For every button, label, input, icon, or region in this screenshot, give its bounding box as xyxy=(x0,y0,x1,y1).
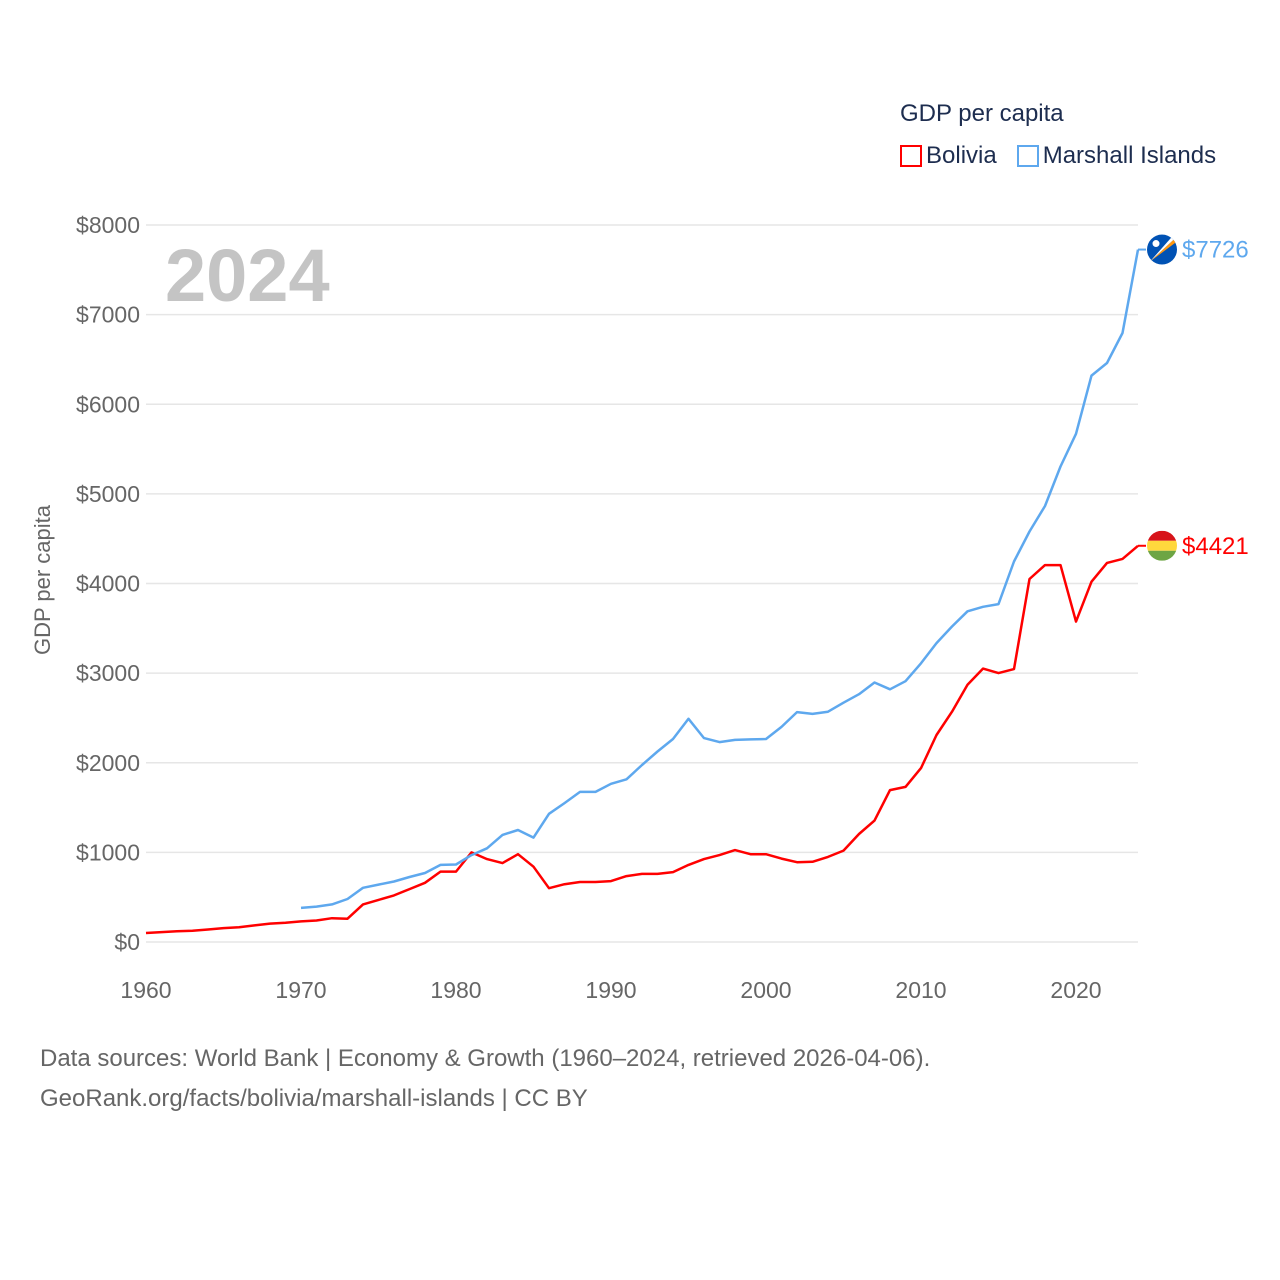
y-tick-label: $0 xyxy=(114,929,140,955)
y-tick-label: $1000 xyxy=(76,839,140,865)
y-tick-label: $2000 xyxy=(76,750,140,776)
legend-label: Marshall Islands xyxy=(1042,142,1217,169)
footer-sources: Data sources: World Bank | Economy & Gro… xyxy=(40,1045,931,1072)
y-tick-label: $6000 xyxy=(76,391,140,417)
series-line-marshall-islands xyxy=(300,249,1140,910)
y-axis-label: GDP per capita xyxy=(30,504,55,655)
end-value-label-bolivia: $4421 xyxy=(1182,533,1249,560)
series-lines xyxy=(145,249,1140,935)
legend: Bolivia Marshall Islands xyxy=(900,142,1216,170)
legend-title: GDP per capita xyxy=(900,100,1064,127)
y-tick-label: $8000 xyxy=(76,212,140,238)
x-tick-label: 1990 xyxy=(585,977,636,1003)
series-line-bolivia xyxy=(145,544,1139,935)
y-tick-label: $4000 xyxy=(76,571,140,597)
y-tick-label: $5000 xyxy=(76,481,140,507)
x-tick-label: 2020 xyxy=(1050,977,1101,1003)
legend-label: Bolivia xyxy=(926,142,997,169)
legend-item-bolivia[interactable]: Bolivia xyxy=(900,142,997,170)
x-axis-ticks: 1960 1970 1980 1990 2000 2010 2020 xyxy=(120,977,1101,1003)
bolivia-flag-icon xyxy=(1147,530,1177,561)
x-tick-label: 1980 xyxy=(430,977,481,1003)
legend-swatch-bolivia xyxy=(900,145,922,167)
gridlines xyxy=(146,224,1138,943)
end-value-label-marshall-islands: $7726 xyxy=(1182,237,1249,264)
y-axis-ticks: $0 $1000 $2000 $3000 $4000 $5000 $6000 $7000 $80… xyxy=(76,212,140,955)
year-watermark: 2024 xyxy=(165,234,330,317)
x-tick-label: 1970 xyxy=(275,977,326,1003)
y-tick-label: $3000 xyxy=(76,660,140,686)
x-tick-label: 1960 xyxy=(120,977,171,1003)
x-tick-label: 2010 xyxy=(895,977,946,1003)
y-tick-label: $7000 xyxy=(76,302,140,328)
legend-item-marshall-islands[interactable]: Marshall Islands xyxy=(1016,142,1217,170)
x-tick-label: 2000 xyxy=(740,977,791,1003)
footer-link[interactable]: GeoRank.org/facts/bolivia/marshall-islan… xyxy=(40,1085,588,1112)
marshall-islands-flag-icon xyxy=(1147,234,1177,265)
legend-swatch-marshall-islands xyxy=(1016,145,1039,167)
end-labels: $4421 $7726 xyxy=(1138,234,1249,561)
